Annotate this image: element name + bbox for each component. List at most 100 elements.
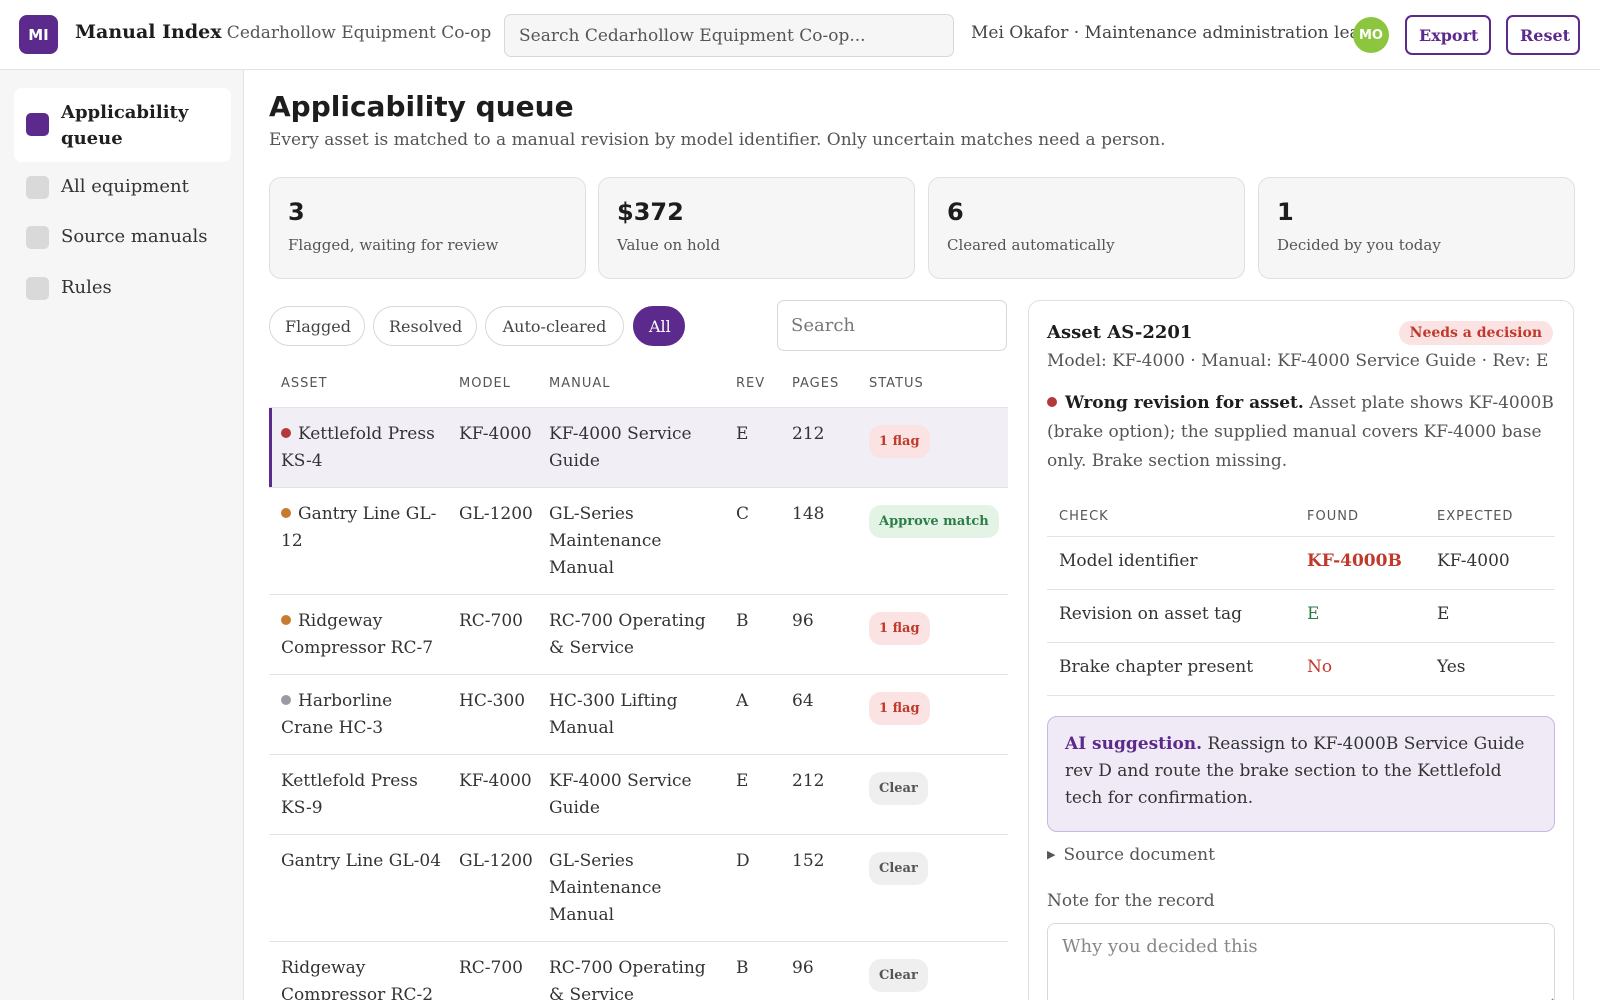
organization-name: · Cedarhollow Equipment Co-op xyxy=(216,23,492,43)
column-header-model[interactable]: MODEL xyxy=(459,376,511,391)
sidebar-item-applicability-queue[interactable]: Applicability queue xyxy=(14,88,231,162)
top-bar: MI Manual Index · Cedarhollow Equipment … xyxy=(0,0,1600,70)
cell-manual: RC-700 Operating & Service xyxy=(549,611,706,658)
sidebar-item-source-manuals[interactable]: Source manuals xyxy=(14,224,231,250)
status-dot-icon xyxy=(281,428,291,438)
stat-label: Cleared automatically xyxy=(947,236,1115,254)
asset-name: Kettlefold Press KS-4 xyxy=(281,424,435,471)
source-manuals-icon xyxy=(26,226,49,249)
cell-model: KF-4000 xyxy=(459,424,532,444)
filter-chip-all[interactable]: All xyxy=(633,306,685,346)
reset-button[interactable]: Reset xyxy=(1506,15,1580,55)
stat-value: 6 xyxy=(947,198,964,226)
check-row: Model identifier KF-4000B KF-4000 xyxy=(1047,537,1555,590)
column-header-asset[interactable]: ASSET xyxy=(281,376,328,391)
check-name: Revision on asset tag xyxy=(1059,604,1242,624)
cell-asset: Kettlefold Press KS-4 xyxy=(281,421,446,475)
status-badge: Clear xyxy=(869,772,928,805)
checks-header: CHECK FOUND EXPECTED xyxy=(1047,497,1555,537)
stat-card-value-on-hold: $372 Value on hold xyxy=(598,177,915,279)
filter-chip-auto-cleared[interactable]: Auto-cleared xyxy=(485,306,624,346)
status-dot-icon xyxy=(281,615,291,625)
cell-manual: GL-Series Maintenance Manual xyxy=(549,504,662,578)
issue-text: Asset plate shows KF-4000B (brake option… xyxy=(1047,393,1554,471)
filter-chip-flagged[interactable]: Flagged xyxy=(269,306,365,346)
cell-rev: D xyxy=(736,851,750,871)
cell-asset: Ridgeway Compressor RC-7 xyxy=(281,608,446,662)
check-expected: KF-4000 xyxy=(1437,551,1510,571)
source-document-toggle[interactable]: ▶ Source document xyxy=(1047,845,1215,865)
filter-chip-resolved[interactable]: Resolved xyxy=(373,306,477,346)
status-badge: Needs a decision xyxy=(1398,321,1553,345)
cell-rev: E xyxy=(736,424,749,444)
table-row[interactable]: Gantry Line GL-12 GL-1200 GL-Series Mainte… xyxy=(269,488,1008,595)
asset-name: Ridgeway Compressor RC-2 xyxy=(281,958,434,1000)
checks-header-check: CHECK xyxy=(1059,509,1109,524)
column-header-manual[interactable]: MANUAL xyxy=(549,376,611,391)
export-button[interactable]: Export xyxy=(1405,15,1491,55)
stat-label: Flagged, waiting for review xyxy=(288,236,499,254)
table-row[interactable]: Kettlefold Press KS-9 KF-4000 KF-4000 Serv… xyxy=(269,755,1008,835)
note-field[interactable] xyxy=(1047,923,1555,1000)
cell-pages: 212 xyxy=(792,424,825,444)
table-row[interactable]: Gantry Line GL-04 GL-1200 GL-Series Mainte… xyxy=(269,835,1008,942)
cell-status: Approve match xyxy=(869,505,999,538)
table-row[interactable]: Ridgeway Compressor RC-2 RC-700 RC-700 Ope… xyxy=(269,942,1008,1000)
sidebar-item-rules[interactable]: Rules xyxy=(14,275,231,301)
cell-rev: E xyxy=(736,771,749,791)
status-badge: 1 flag xyxy=(869,425,930,458)
disclosure-triangle-icon: ▶ xyxy=(1047,848,1056,861)
status-badge: Approve match xyxy=(869,505,999,538)
column-header-pages[interactable]: PAGES xyxy=(792,376,840,391)
page-subtitle: Every asset is matched to a manual revis… xyxy=(269,130,1166,150)
check-expected: Yes xyxy=(1437,657,1466,677)
table-row[interactable]: Kettlefold Press KS-4 KF-4000 KF-4000 Serv… xyxy=(269,408,1008,488)
stat-value: 3 xyxy=(288,198,305,226)
cell-status: 1 flag xyxy=(869,692,930,725)
cell-asset: Harborline Crane HC-3 xyxy=(281,688,446,742)
cell-pages: 64 xyxy=(792,691,814,711)
table-row[interactable]: Ridgeway Compressor RC-7 RC-700 RC-700 Ope… xyxy=(269,595,1008,675)
ai-suggestion: AI suggestion. Reassign to KF-4000B Serv… xyxy=(1047,716,1555,832)
cell-model: KF-4000 xyxy=(459,771,532,791)
app-logo: MI xyxy=(19,15,58,54)
check-name: Model identifier xyxy=(1059,551,1198,571)
sidebar-item-label: Source manuals xyxy=(61,226,208,247)
asset-name: Ridgeway Compressor RC-7 xyxy=(281,611,434,658)
cell-model: GL-1200 xyxy=(459,851,533,871)
cell-model: HC-300 xyxy=(459,691,526,711)
avatar[interactable]: MO xyxy=(1353,17,1389,53)
column-header-status[interactable]: STATUS xyxy=(869,376,924,391)
cell-pages: 148 xyxy=(792,504,825,524)
check-found: No xyxy=(1307,657,1333,677)
checks-header-found: FOUND xyxy=(1307,509,1359,524)
rules-icon xyxy=(26,277,49,300)
cell-model: RC-700 xyxy=(459,958,523,978)
stat-label: Decided by you today xyxy=(1277,236,1441,254)
stat-card-cleared: 6 Cleared automatically xyxy=(928,177,1245,279)
check-name: Brake chapter present xyxy=(1059,657,1254,677)
asset-name: Kettlefold Press KS-9 xyxy=(281,771,418,818)
asset-table: ASSET MODEL MANUAL REV PAGES STATUS Kett… xyxy=(269,372,1008,1000)
check-expected: E xyxy=(1437,604,1450,624)
cell-pages: 212 xyxy=(792,771,825,791)
checks-header-expected: EXPECTED xyxy=(1437,509,1514,524)
cell-status: Clear xyxy=(869,959,928,992)
status-badge: Clear xyxy=(869,959,928,992)
issue-title: Wrong revision for asset. xyxy=(1065,393,1304,413)
asset-name: Harborline Crane HC-3 xyxy=(281,691,393,738)
table-search-input[interactable] xyxy=(777,300,1007,351)
cell-manual: KF-4000 Service Guide xyxy=(549,771,692,818)
sidebar-item-label: Rules xyxy=(61,277,112,298)
table-row[interactable]: Harborline Crane HC-3 HC-300 HC-300 Liftin… xyxy=(269,675,1008,755)
sidebar-item-label: All equipment xyxy=(61,176,189,197)
cell-model: RC-700 xyxy=(459,611,523,631)
detail-title: Asset AS-2201 xyxy=(1047,322,1193,343)
cell-rev: A xyxy=(736,691,749,711)
column-header-rev[interactable]: REV xyxy=(736,376,766,391)
sidebar-item-label: Applicability queue xyxy=(61,102,189,149)
global-search-input[interactable] xyxy=(504,14,954,57)
cell-asset: Ridgeway Compressor RC-2 xyxy=(281,955,446,1000)
cell-pages: 96 xyxy=(792,611,814,631)
sidebar-item-all-equipment[interactable]: All equipment xyxy=(14,174,231,200)
